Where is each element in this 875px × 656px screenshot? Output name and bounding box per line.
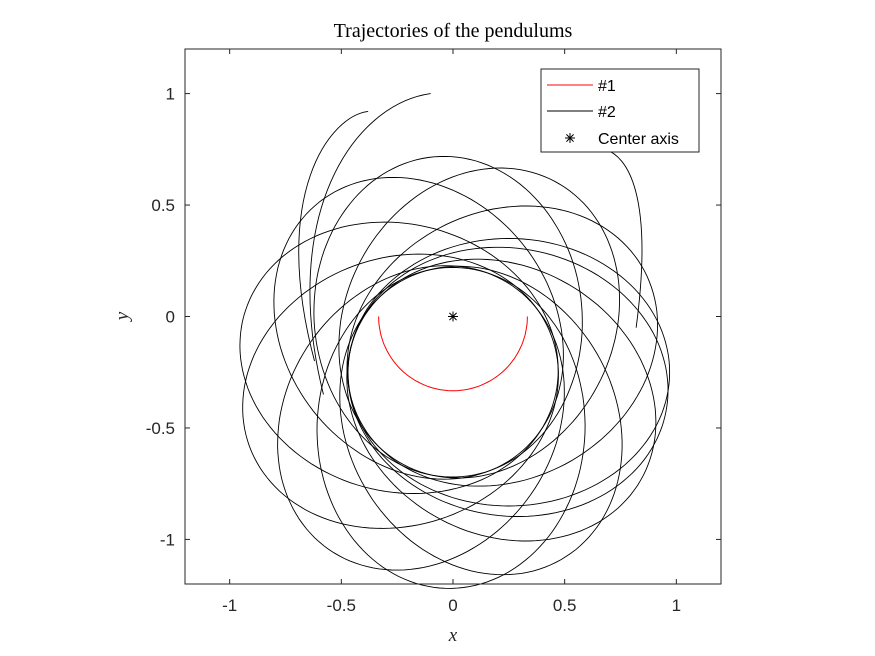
series-2-loop: [347, 246, 669, 517]
tick-layer: -1 -0.5 0 0.5 1 -1 -0.5 0 0.5 1: [146, 49, 721, 615]
x-tick-label: 0.5: [553, 596, 577, 615]
series-2-tail: [309, 93, 431, 395]
y-axis-label: y: [112, 311, 133, 322]
series-2-loop: [242, 253, 559, 529]
x-axis-label: x: [448, 625, 458, 646]
y-tick-label: -0.5: [146, 419, 175, 438]
series-2-tail: [604, 148, 643, 328]
legend-label-center-axis: Center axis: [598, 131, 679, 148]
series-1-arc: [378, 316, 528, 392]
legend-label-series-1: #1: [598, 78, 616, 95]
x-tick-label: 0: [448, 596, 457, 615]
series-2-loop: [273, 176, 564, 480]
series-2-loop: [313, 155, 583, 478]
legend-label-series-2: #2: [598, 104, 616, 121]
x-tick-label: -1: [222, 596, 237, 615]
x-tick-label: 1: [672, 596, 681, 615]
legend: #1 #2 Center axis: [540, 68, 700, 153]
marker-layer: [448, 311, 458, 322]
y-tick-label: -1: [160, 530, 175, 549]
x-tick-label: -0.5: [327, 596, 356, 615]
legend-marker-center-axis: [565, 133, 575, 143]
series-2-loop: [316, 267, 586, 589]
series-2-loop: [239, 221, 559, 494]
series-2-tail: [298, 110, 369, 362]
y-tick-label: 0.5: [151, 196, 175, 215]
y-tick-label: 0: [166, 308, 175, 327]
center-axis-marker-stroke: [449, 312, 457, 321]
series-2-loop: [339, 265, 623, 576]
center-axis-marker: [448, 311, 458, 322]
series-2-loop: [346, 205, 659, 487]
series-2-loop: [277, 265, 565, 571]
trajectory-layer: [239, 93, 671, 589]
series-2-loop: [338, 167, 620, 479]
y-tick-label: 1: [166, 85, 175, 104]
chart-title: Trajectories of the pendulums: [334, 20, 573, 42]
